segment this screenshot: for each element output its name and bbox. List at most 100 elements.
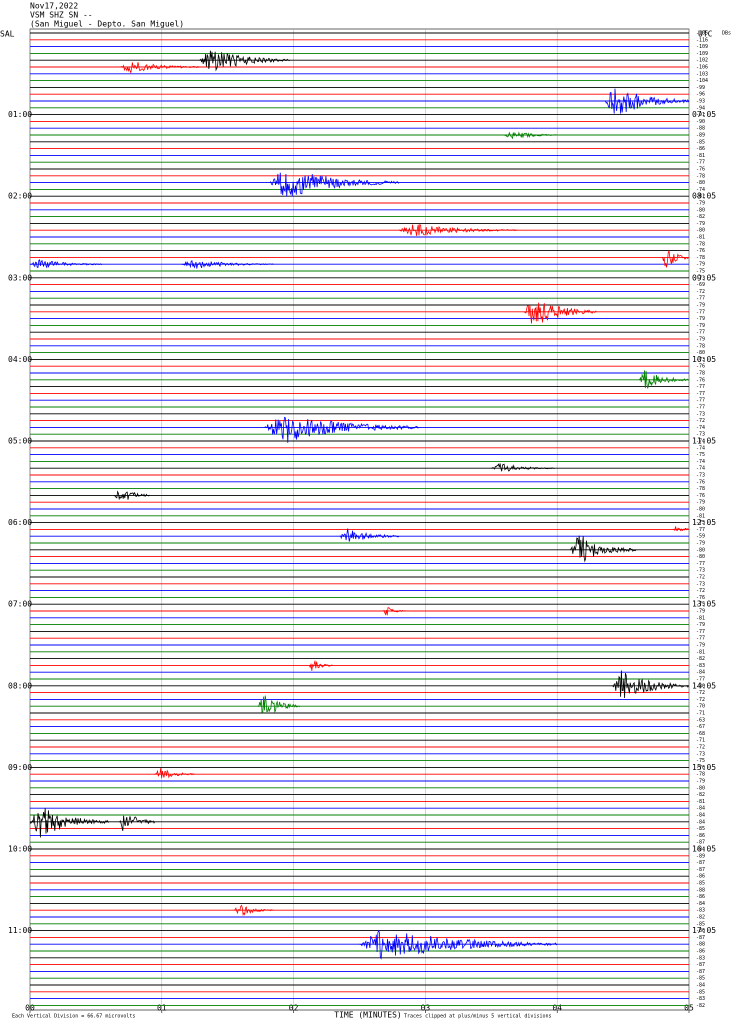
row-level: -76 <box>696 493 705 499</box>
seismic-event <box>269 172 400 197</box>
row-level: -77 <box>696 391 705 397</box>
row-level: -78 <box>696 173 705 179</box>
row-level: -96 <box>696 92 705 98</box>
row-level: -81 <box>696 153 705 159</box>
row-level: -82 <box>696 1003 705 1009</box>
row-level: -86 <box>696 874 705 880</box>
row-level: -82 <box>696 792 705 798</box>
row-level: -84 <box>696 983 705 989</box>
row-level: -79 <box>696 622 705 628</box>
row-level: -87 <box>696 969 705 975</box>
row-level: -102 <box>696 58 708 64</box>
seismic-event <box>234 904 274 917</box>
seismic-event <box>118 815 156 831</box>
row-level: -86 <box>696 894 705 900</box>
row-level: -88 <box>696 887 705 893</box>
row-level: -99 <box>696 85 705 91</box>
seismic-event <box>308 660 333 671</box>
row-level: -74 <box>696 187 705 193</box>
row-level: -78 <box>696 255 705 261</box>
row-level: -79 <box>696 221 705 227</box>
row-level: -78 <box>696 343 705 349</box>
row-level: -67 <box>696 724 705 730</box>
seismic-event <box>114 490 150 501</box>
row-level: -74 <box>696 459 705 465</box>
level-header: DBs <box>722 31 731 37</box>
utc-time-label: 17:05 <box>692 926 716 935</box>
row-level: -87 <box>696 935 705 941</box>
row-level: -74 <box>696 439 705 445</box>
row-level: -79 <box>696 303 705 309</box>
row-level: -103 <box>696 71 708 77</box>
seismic-event <box>491 463 555 472</box>
row-level: -76 <box>696 479 705 485</box>
scale-note: Each Vertical Division = 66.67 microvolt… <box>12 1014 135 1020</box>
row-level: -80 <box>696 507 705 513</box>
date-title: Nov17,2022 <box>30 2 78 11</box>
row-level: -83 <box>696 996 705 1002</box>
right-zone: UTC <box>698 30 713 39</box>
seismic-event <box>662 250 689 268</box>
row-level: -71 <box>696 738 705 744</box>
row-level: -84 <box>696 670 705 676</box>
row-level: -77 <box>696 309 705 315</box>
seismic-event <box>604 88 689 114</box>
row-level: -73 <box>696 581 705 587</box>
row-level: -80 <box>696 547 705 553</box>
row-level: -79 <box>696 201 705 207</box>
utc-time-label: 14:05 <box>692 681 716 690</box>
row-level: -79 <box>696 779 705 785</box>
row-level: -84 <box>696 819 705 825</box>
row-level: -81 <box>696 194 705 200</box>
row-level: -81 <box>696 513 705 519</box>
row-level: -85 <box>696 976 705 982</box>
local-time-label: 06:00 <box>8 518 32 527</box>
row-level: -77 <box>696 561 705 567</box>
row-level: -87 <box>696 840 705 846</box>
row-level: -85 <box>696 826 705 832</box>
row-level: -77 <box>696 384 705 390</box>
row-level: -79 <box>696 609 705 615</box>
row-level: -83 <box>696 908 705 914</box>
row-level: -79 <box>696 643 705 649</box>
row-level: -86 <box>696 949 705 955</box>
seismic-event <box>181 260 274 269</box>
row-level: -74 <box>696 425 705 431</box>
row-level: -73 <box>696 432 705 438</box>
row-level: -82 <box>696 214 705 220</box>
row-level: -77 <box>696 527 705 533</box>
row-level: -79 <box>696 337 705 343</box>
seismic-event <box>524 302 597 324</box>
row-level: -72 <box>696 745 705 751</box>
row-level: -73 <box>696 473 705 479</box>
seismic-event <box>263 416 419 443</box>
row-level: -89 <box>696 853 705 859</box>
row-level: -86 <box>696 833 705 839</box>
row-level: -72 <box>696 588 705 594</box>
seismic-event <box>119 62 200 74</box>
seismic-event <box>382 607 406 616</box>
row-level: -59 <box>696 534 705 540</box>
row-level: -83 <box>696 663 705 669</box>
row-level: -79 <box>696 323 705 329</box>
row-level: -84 <box>696 806 705 812</box>
row-level: -83 <box>696 955 705 961</box>
local-time-label: 09:00 <box>8 763 32 772</box>
row-level: -77 <box>696 677 705 683</box>
row-level: -68 <box>696 731 705 737</box>
row-level: -87 <box>696 860 705 866</box>
seismic-event <box>398 223 518 236</box>
row-level: -85 <box>696 881 705 887</box>
row-level: -80 <box>696 228 705 234</box>
left-zone: SAL <box>0 30 15 39</box>
row-level: -78 <box>696 486 705 492</box>
row-level: -85 <box>696 921 705 927</box>
row-level: -88 <box>696 126 705 132</box>
row-level: -105 <box>696 31 708 37</box>
row-level: -116 <box>696 37 708 43</box>
row-level: -73 <box>696 751 705 757</box>
row-level: -76 <box>696 377 705 383</box>
seismic-event <box>339 528 400 542</box>
row-level: -77 <box>696 296 705 302</box>
